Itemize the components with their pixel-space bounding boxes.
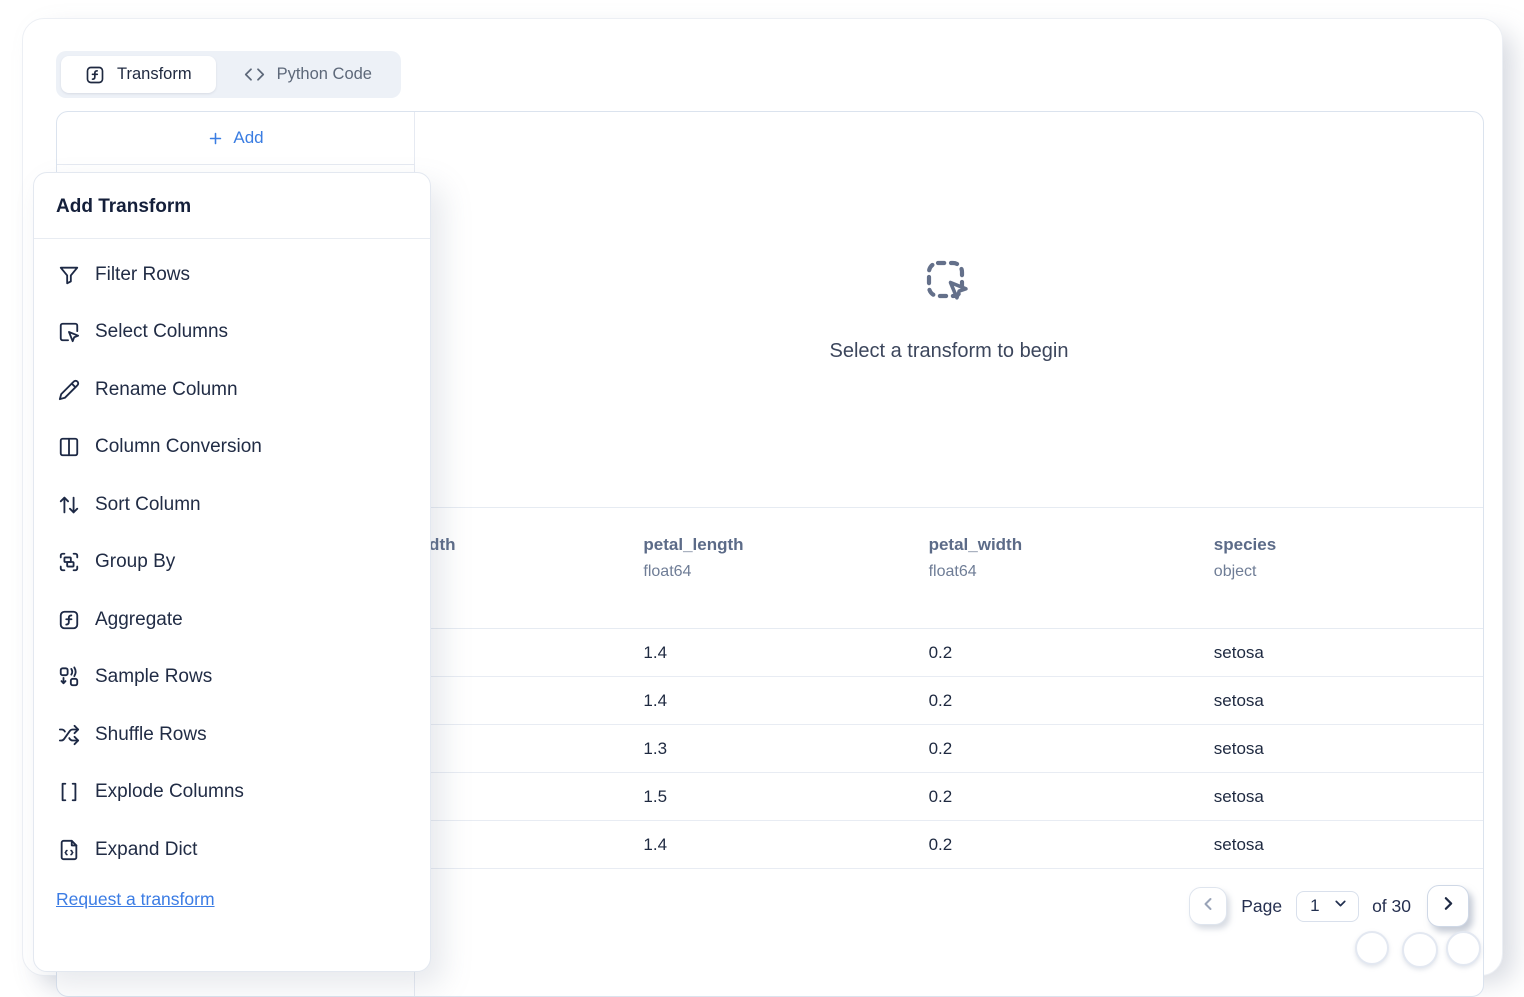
menu-item-label: Shuffle Rows <box>95 723 207 745</box>
cell-petal-width: 0.2 <box>928 834 953 854</box>
bottom-action-circle[interactable] <box>1402 932 1438 968</box>
column-header-petal-length: petal_length float64 <box>643 535 744 580</box>
pagination: Page 1 of 30 <box>1189 878 1469 934</box>
cell-species: setosa <box>1213 690 1264 710</box>
menu-item-group-by[interactable]: Group By <box>58 534 430 592</box>
menu-item-label: Explode Columns <box>95 781 244 803</box>
cell-species: setosa <box>1213 786 1264 806</box>
page-select-value: 1 <box>1310 896 1320 915</box>
sample-rows-icon <box>58 666 80 688</box>
data-table: sepal_width petal_length float64 petal_w… <box>57 507 1483 869</box>
menu-item-column-conversion[interactable]: Column Conversion <box>58 419 430 477</box>
add-transform-menu: Add Transform Filter Rows Select Columns <box>33 172 431 972</box>
brackets-icon <box>58 781 80 803</box>
cell-petal-width: 0.2 <box>928 642 953 662</box>
cell-petal-length: 1.4 <box>643 834 668 854</box>
menu-item-explode-columns[interactable]: Explode Columns <box>58 764 430 822</box>
prev-page-button[interactable] <box>1189 887 1228 925</box>
column-header-petal-width: petal_width float64 <box>928 535 1023 580</box>
arrow-up-down-icon <box>58 494 80 516</box>
tab-transform[interactable]: Transform <box>61 56 216 93</box>
menu-item-label: Column Conversion <box>95 436 262 458</box>
menu-item-label: Expand Dict <box>95 838 198 860</box>
file-braces-icon <box>58 839 80 861</box>
function-square-icon <box>85 65 105 85</box>
view-tabbar: Transform Python Code <box>56 51 401 98</box>
cell-species: setosa <box>1213 738 1264 758</box>
cell-petal-length: 1.4 <box>643 642 668 662</box>
menu-item-select-columns[interactable]: Select Columns <box>58 304 430 362</box>
menu-item-shuffle-rows[interactable]: Shuffle Rows <box>58 706 430 764</box>
menu-item-label: Sort Column <box>95 493 201 515</box>
cell-species: setosa <box>1213 834 1264 854</box>
page-of-label: of 30 <box>1372 895 1411 916</box>
cell-species: setosa <box>1213 642 1264 662</box>
table-row: 1.5 0.2 setosa <box>57 773 1483 821</box>
request-transform-link[interactable]: Request a transform <box>56 888 215 909</box>
cell-petal-length: 1.4 <box>643 690 668 710</box>
add-transform-button[interactable]: Add <box>57 112 414 165</box>
cell-petal-width: 0.2 <box>928 738 953 758</box>
table-row: 1.4 0.2 setosa <box>57 821 1483 869</box>
function-square-icon <box>58 609 80 631</box>
cell-petal-width: 0.2 <box>928 690 953 710</box>
columns-icon <box>58 436 80 458</box>
menu-list: Filter Rows Select Columns Rename Column <box>34 239 430 879</box>
menu-item-rename-column[interactable]: Rename Column <box>58 361 430 419</box>
next-page-button[interactable] <box>1427 885 1469 927</box>
menu-item-label: Aggregate <box>95 608 183 630</box>
tab-python-code[interactable]: Python Code <box>220 56 396 93</box>
add-button-label: Add <box>233 128 264 147</box>
menu-title: Add Transform <box>34 173 430 239</box>
menu-item-expand-dict[interactable]: Expand Dict <box>58 821 430 879</box>
select-cursor-icon <box>923 257 975 314</box>
menu-item-label: Filter Rows <box>95 263 191 285</box>
empty-state-message: Select a transform to begin <box>829 340 1069 362</box>
menu-item-label: Rename Column <box>95 378 238 400</box>
chevron-right-icon <box>1438 893 1459 919</box>
tab-label: Python Code <box>276 65 372 83</box>
table-row: 1.4 0.2 setosa <box>57 677 1483 725</box>
bottom-action-circle[interactable] <box>1355 931 1389 965</box>
square-cursor-icon <box>58 321 80 343</box>
menu-item-sort-column[interactable]: Sort Column <box>58 476 430 534</box>
group-icon <box>58 551 80 573</box>
page-select[interactable]: 1 <box>1296 890 1360 922</box>
empty-state: Select a transform to begin <box>415 112 1483 508</box>
cell-petal-width: 0.2 <box>928 786 953 806</box>
pencil-icon <box>58 379 80 401</box>
menu-item-label: Select Columns <box>95 321 229 343</box>
menu-item-label: Group By <box>95 551 176 573</box>
chevron-left-icon <box>1198 894 1218 919</box>
plus-icon <box>207 130 224 147</box>
menu-item-label: Sample Rows <box>95 666 213 688</box>
column-header-species: species object <box>1213 535 1277 580</box>
filter-icon <box>58 264 80 286</box>
table-header-row: sepal_width petal_length float64 petal_w… <box>57 507 1483 629</box>
menu-item-sample-rows[interactable]: Sample Rows <box>58 649 430 707</box>
shuffle-icon <box>58 724 80 746</box>
cell-petal-length: 1.3 <box>643 738 668 758</box>
page-label: Page <box>1241 895 1283 916</box>
cell-petal-length: 1.5 <box>643 786 668 806</box>
chevron-down-icon <box>1332 895 1349 917</box>
menu-item-aggregate[interactable]: Aggregate <box>58 591 430 649</box>
table-row: 1.4 0.2 setosa <box>57 629 1483 677</box>
code-icon <box>244 64 265 85</box>
table-row: 1.3 0.2 setosa <box>57 725 1483 773</box>
tab-label: Transform <box>117 65 192 83</box>
bottom-action-circle[interactable] <box>1446 931 1481 966</box>
menu-item-filter-rows[interactable]: Filter Rows <box>58 246 430 304</box>
